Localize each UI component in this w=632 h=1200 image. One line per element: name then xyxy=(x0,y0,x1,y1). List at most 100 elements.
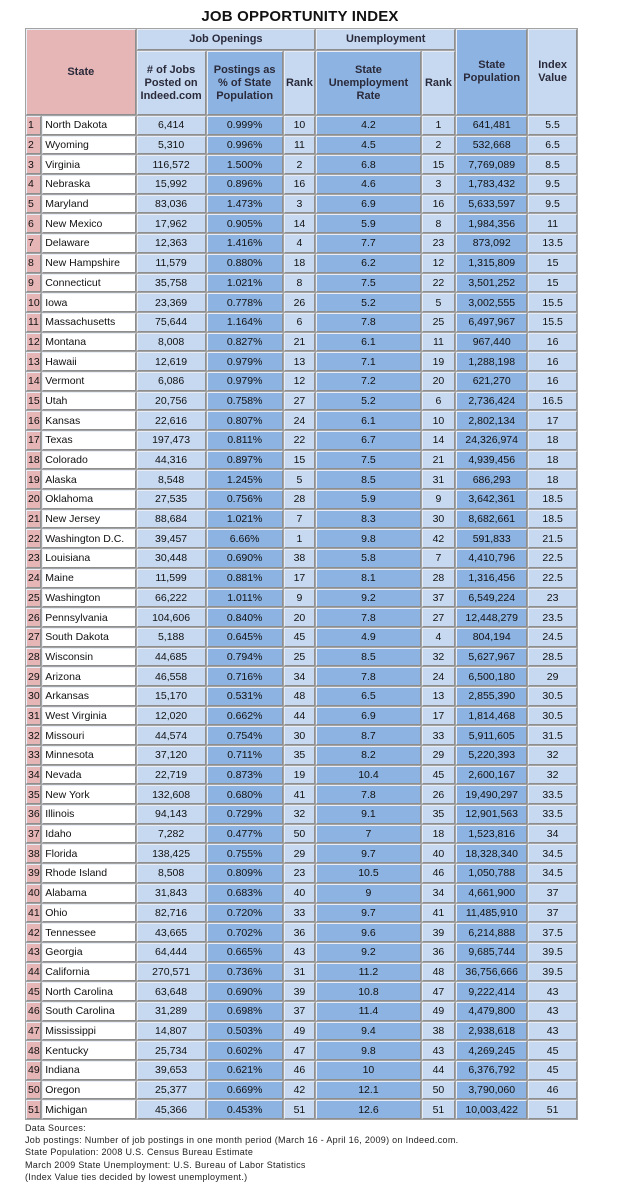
postings-pct-cell: 0.999% xyxy=(206,116,283,135)
unemployment-rank-cell: 30 xyxy=(421,509,456,529)
table-row: 44 California 270,571 0.736% 31 11.2 48 36,756,… xyxy=(26,962,577,982)
table-row: 50 Oregon 25,377 0.669% 42 12.1 50 3,790,060 46 xyxy=(26,1080,577,1100)
jobs-posted-cell: 44,316 xyxy=(136,450,206,470)
index-value-cell: 9.5 xyxy=(528,175,577,194)
index-rank-cell: 21 xyxy=(26,509,42,529)
unemployment-rank-cell: 49 xyxy=(421,1001,456,1021)
state-name-cell: Arizona xyxy=(42,667,136,686)
index-value-cell: 39.5 xyxy=(528,962,577,982)
state-name-cell: Maine xyxy=(42,568,136,588)
state-name-cell: Wisconsin xyxy=(42,647,136,667)
table-row: 28 Wisconsin 44,685 0.794% 25 8.5 32 5,627,967 2… xyxy=(26,647,577,667)
index-value-cell: 15 xyxy=(528,253,577,273)
unemployment-rate-cell: 6.1 xyxy=(316,411,421,430)
table-row: 31 West Virginia 12,020 0.662% 44 6.9 17 1,814,… xyxy=(26,706,577,726)
postings-pct-cell: 0.873% xyxy=(206,765,283,785)
index-rank-cell: 9 xyxy=(26,273,42,293)
unemployment-rate-cell: 5.9 xyxy=(316,490,421,509)
index-value-cell: 16 xyxy=(528,352,577,371)
index-value-cell: 30.5 xyxy=(528,686,577,706)
table-row: 21 New Jersey 88,684 1.021% 7 8.3 30 8,682,661 1… xyxy=(26,509,577,529)
unemployment-rank-cell: 50 xyxy=(421,1080,456,1100)
index-value-cell: 51 xyxy=(528,1100,577,1120)
header-unemployment-rank: Rank xyxy=(421,51,456,115)
unemployment-rank-cell: 37 xyxy=(421,588,456,608)
unemployment-rate-cell: 7.1 xyxy=(316,352,421,371)
jobs-rank-cell: 11 xyxy=(283,135,316,155)
table-row: 20 Oklahoma 27,535 0.756% 28 5.9 9 3,642,361 18.… xyxy=(26,490,577,509)
unemployment-rank-cell: 13 xyxy=(421,686,456,706)
unemployment-rank-cell: 46 xyxy=(421,864,456,883)
state-name-cell: Alabama xyxy=(42,883,136,903)
jobs-rank-cell: 32 xyxy=(283,805,316,824)
state-name-cell: South Dakota xyxy=(42,627,136,647)
table-row: 24 Maine 11,599 0.881% 17 8.1 28 1,316,456 22.5 xyxy=(26,568,577,588)
index-value-cell: 17 xyxy=(528,411,577,430)
state-name-cell: New Mexico xyxy=(42,214,136,234)
unemployment-rank-cell: 14 xyxy=(421,431,456,450)
jobs-rank-cell: 45 xyxy=(283,627,316,647)
jobs-posted-cell: 39,653 xyxy=(136,1061,206,1080)
unemployment-rank-cell: 48 xyxy=(421,962,456,982)
note-line: Job postings: Number of job postings in … xyxy=(25,1135,459,1146)
jobs-rank-cell: 13 xyxy=(283,352,316,371)
index-value-cell: 43 xyxy=(528,1001,577,1021)
unemployment-rank-cell: 28 xyxy=(421,568,456,588)
index-value-cell: 22.5 xyxy=(528,568,577,588)
state-population-cell: 2,600,167 xyxy=(456,765,528,785)
postings-pct-cell: 1.473% xyxy=(206,194,283,214)
table-row: 16 Kansas 22,616 0.807% 24 6.1 10 2,802,134 17 xyxy=(26,411,577,430)
unemployment-rank-cell: 9 xyxy=(421,490,456,509)
postings-pct-cell: 0.979% xyxy=(206,352,283,371)
state-name-cell: New York xyxy=(42,785,136,805)
table-row: 38 Florida 138,425 0.755% 29 9.7 40 18,328,340 3… xyxy=(26,844,577,864)
postings-pct-cell: 0.602% xyxy=(206,1041,283,1060)
index-value-cell: 15.5 xyxy=(528,293,577,312)
index-value-cell: 21.5 xyxy=(528,529,577,549)
jobs-rank-cell: 3 xyxy=(283,194,316,214)
postings-pct-cell: 0.453% xyxy=(206,1100,283,1120)
unemployment-rate-cell: 12.6 xyxy=(316,1100,421,1120)
postings-pct-cell: 0.711% xyxy=(206,746,283,765)
jobs-posted-cell: 88,684 xyxy=(136,509,206,529)
unemployment-rank-cell: 23 xyxy=(421,234,456,253)
index-rank-cell: 7 xyxy=(26,234,42,253)
jobs-posted-cell: 12,020 xyxy=(136,706,206,726)
unemployment-rank-cell: 47 xyxy=(421,982,456,1001)
state-name-cell: Idaho xyxy=(42,824,136,844)
state-population-cell: 2,855,390 xyxy=(456,686,528,706)
jobs-rank-cell: 18 xyxy=(283,253,316,273)
jobs-rank-cell: 7 xyxy=(283,509,316,529)
state-population-cell: 6,214,888 xyxy=(456,923,528,942)
jobs-rank-cell: 25 xyxy=(283,647,316,667)
state-population-cell: 4,479,800 xyxy=(456,1001,528,1021)
index-value-cell: 34.5 xyxy=(528,844,577,864)
index-value-cell: 31.5 xyxy=(528,726,577,745)
index-rank-cell: 23 xyxy=(26,549,42,568)
jobs-rank-cell: 8 xyxy=(283,273,316,293)
index-value-cell: 22.5 xyxy=(528,549,577,568)
index-value-cell: 24.5 xyxy=(528,627,577,647)
note-line: Data Sources: xyxy=(25,1123,86,1133)
postings-pct-cell: 0.809% xyxy=(206,864,283,883)
jobs-posted-cell: 31,289 xyxy=(136,1001,206,1021)
jobs-rank-cell: 43 xyxy=(283,942,316,962)
unemployment-rate-cell: 8.2 xyxy=(316,746,421,765)
state-population-cell: 873,092 xyxy=(456,234,528,253)
index-rank-cell: 33 xyxy=(26,746,42,765)
jobs-rank-cell: 36 xyxy=(283,923,316,942)
postings-pct-cell: 0.755% xyxy=(206,844,283,864)
state-population-cell: 1,783,432 xyxy=(456,175,528,194)
unemployment-rank-cell: 40 xyxy=(421,844,456,864)
state-name-cell: Mississippi xyxy=(42,1021,136,1041)
table-row: 18 Colorado 44,316 0.897% 15 7.5 21 4,939,456 18 xyxy=(26,450,577,470)
index-value-cell: 37.5 xyxy=(528,923,577,942)
jobs-posted-cell: 44,685 xyxy=(136,647,206,667)
table-row: 35 New York 132,608 0.680% 41 7.8 26 19,490,297… xyxy=(26,785,577,805)
jobs-posted-cell: 94,143 xyxy=(136,805,206,824)
jobs-posted-cell: 7,282 xyxy=(136,824,206,844)
table-row: 12 Montana 8,008 0.827% 21 6.1 11 967,440 16 xyxy=(26,332,577,352)
state-name-cell: Ohio xyxy=(42,903,136,923)
index-rank-cell: 25 xyxy=(26,588,42,608)
postings-pct-cell: 0.807% xyxy=(206,411,283,430)
